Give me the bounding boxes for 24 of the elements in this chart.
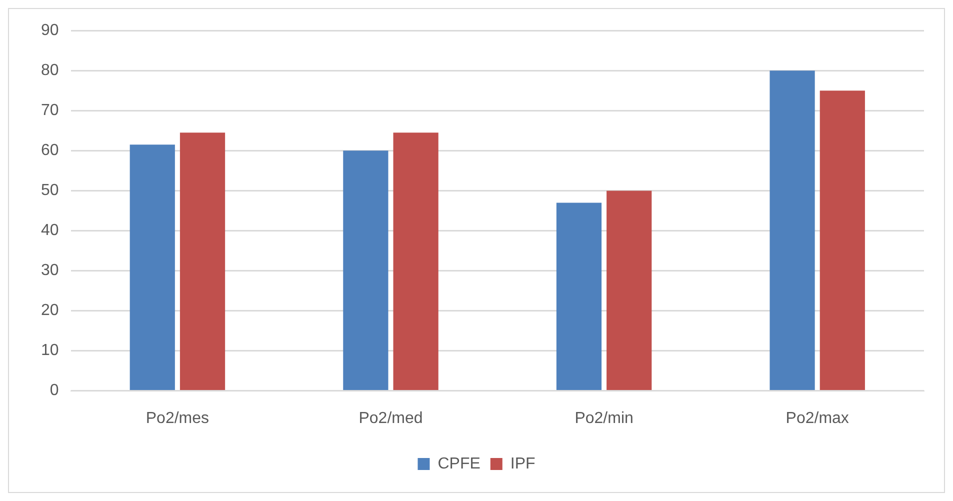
x-tick-label: Po2/min <box>574 410 634 427</box>
y-tick-label: 40 <box>41 222 59 240</box>
y-tick-label: 90 <box>41 22 59 40</box>
y-tick-label: 10 <box>41 342 59 360</box>
x-tick-label: Po2/mes <box>146 410 210 427</box>
y-tick-label: 60 <box>41 142 59 160</box>
bar <box>606 190 652 390</box>
bar <box>556 202 602 390</box>
y-tick-label: 30 <box>41 262 59 280</box>
bar <box>393 132 438 390</box>
y-tick-label: 20 <box>41 302 59 320</box>
x-tick-label: Po2/max <box>786 410 849 427</box>
bar <box>130 144 175 390</box>
y-tick-label: 80 <box>41 62 59 80</box>
legend-label: CPFE <box>438 455 480 472</box>
legend-label: IPF <box>510 455 536 472</box>
bar <box>820 90 865 390</box>
bar <box>180 132 226 390</box>
y-tick-label: 50 <box>41 182 59 200</box>
y-tick-label: 70 <box>41 102 59 120</box>
bar <box>343 150 388 390</box>
x-tick-label: Po2/med <box>358 410 423 427</box>
bar <box>770 70 815 390</box>
y-tick-label: 0 <box>50 382 59 400</box>
